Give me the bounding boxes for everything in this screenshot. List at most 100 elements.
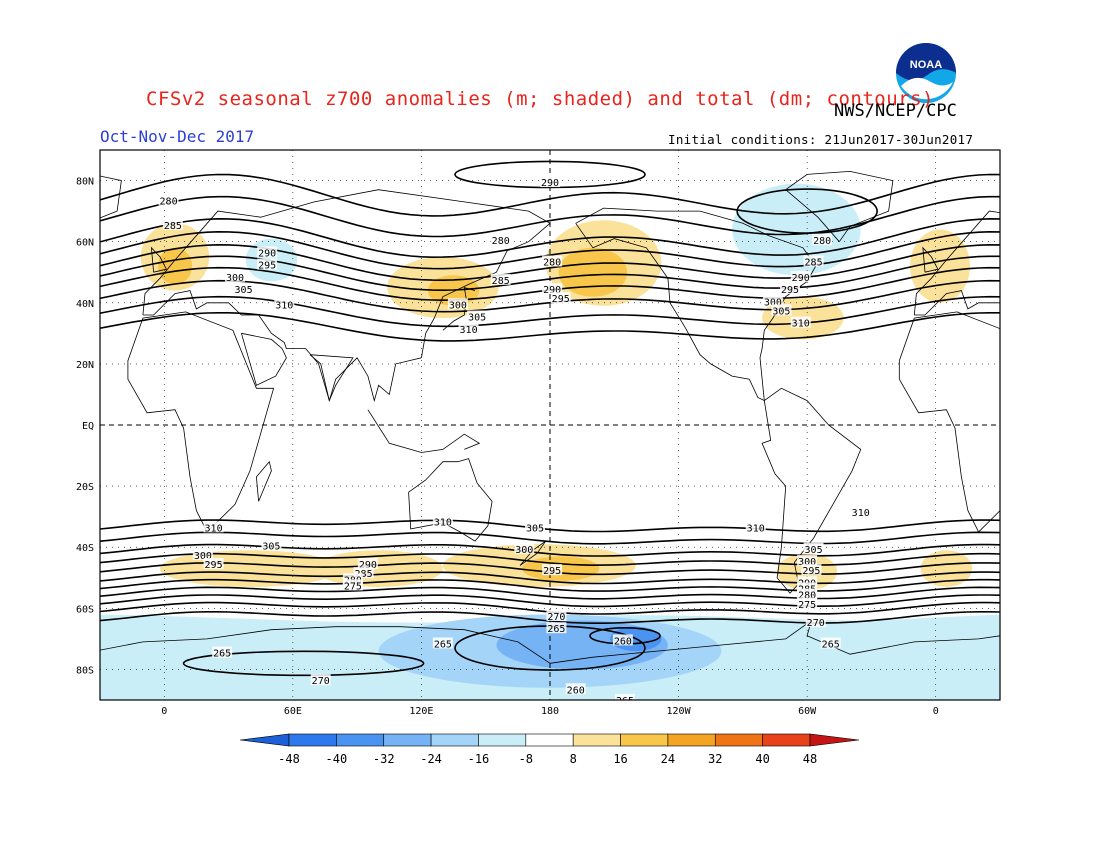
lat-label: 20N: [76, 360, 94, 371]
anomaly-blob: [910, 229, 970, 303]
contour-label-bg: [546, 622, 567, 634]
contour-label-bg: [467, 310, 488, 322]
contour-label: 310: [747, 523, 765, 534]
colorbar-segment: [572, 733, 621, 747]
contour-label: 265: [547, 624, 565, 635]
colorbar-arrow-low: [239, 733, 290, 747]
contour-label: 260: [614, 636, 632, 647]
contour-label-bg: [212, 646, 233, 658]
height-contour: [100, 552, 1000, 567]
contour-label-bg: [790, 316, 811, 328]
contour-label: 290: [359, 560, 377, 571]
contour-label-bg: [801, 564, 822, 576]
contour-label: 290: [792, 273, 810, 284]
colorbar-segment: [288, 733, 337, 747]
contour-label-bg: [225, 270, 245, 282]
contour-label-bg: [447, 298, 468, 310]
colorbar-tick-label: 16: [613, 752, 627, 766]
colorbar-tick-label: 8: [570, 752, 577, 766]
contour-label-bg: [540, 176, 560, 188]
contour-label: 265: [213, 649, 231, 660]
colorbar-tick-label: 32: [708, 752, 722, 766]
contour-label: 290: [258, 248, 276, 259]
height-contour: [100, 230, 1000, 270]
contour-label: 280: [813, 236, 831, 247]
contour-label-bg: [353, 567, 374, 579]
height-contour: [100, 543, 1000, 557]
lat-label: 60S: [76, 604, 94, 615]
contour-label: 265: [822, 639, 840, 650]
contour-label-bg: [257, 246, 278, 258]
coastline: [127, 311, 275, 533]
contour-label-bg: [771, 304, 792, 316]
contour-label: 265: [616, 696, 634, 707]
contour-label: 305: [235, 285, 253, 296]
contour-label-bg: [310, 674, 331, 686]
coastline: [100, 626, 551, 664]
anomaly-blob: [920, 550, 973, 587]
lon-label: 60W: [798, 706, 817, 717]
contour-labels: 2802852902953003053102902802852902952803…: [158, 176, 871, 707]
anomaly-blob: [157, 247, 193, 285]
colorbar-segment: [383, 733, 432, 747]
contour-label-bg: [342, 579, 363, 591]
contour-label-bg: [550, 292, 571, 304]
contour-label-bg: [261, 539, 282, 551]
contour-label-bg: [203, 521, 224, 533]
contour-label: 300: [764, 297, 782, 308]
lat-label: 60N: [76, 238, 94, 249]
contour-label: 285: [355, 569, 373, 580]
colorbar-tick-label: -24: [420, 752, 442, 766]
lat-label: EQ: [82, 421, 94, 432]
contour-label-bg: [514, 542, 535, 554]
contour-label-bg: [803, 255, 824, 267]
axis-labels: 80N 60N 40N 20N EQ 20S 40S 60S 80S 0 60E 120E 180 120…: [76, 177, 939, 717]
map-frame: [99, 149, 1001, 701]
anomaly-blob: [558, 247, 628, 297]
contour-label-bg: [797, 582, 818, 594]
colorbar-segment: [430, 733, 479, 747]
contour-label: 290: [543, 285, 561, 296]
contour-label: 280: [798, 591, 816, 602]
contour-label-bg: [432, 637, 453, 649]
contour-label: 295: [543, 566, 561, 577]
height-contour: [100, 586, 1000, 600]
coastline: [898, 311, 1000, 533]
contour-label: 295: [258, 261, 276, 272]
height-contour: [100, 571, 1000, 585]
contour-label-bg: [192, 548, 213, 560]
contour-label-bg: [542, 255, 563, 267]
coastline: [922, 246, 939, 273]
contour-label-bg: [812, 234, 833, 246]
colorbar-tick-label: 40: [755, 752, 769, 766]
contour-label: 300: [798, 557, 816, 568]
closed-contour: [736, 188, 878, 234]
contour-label-bg: [797, 576, 818, 588]
lon-label: 60E: [284, 706, 302, 717]
colorbar-segment: [762, 733, 811, 747]
contour-label-bg: [850, 506, 871, 518]
contour-label-bg: [615, 694, 635, 700]
lon-label: 180: [541, 706, 559, 717]
contour-label: 275: [798, 600, 816, 611]
colorbar-segment: [336, 733, 385, 747]
colorbar-segment: [620, 733, 669, 747]
contour-label: 305: [526, 523, 544, 534]
agency-label: NWS/NCEP/CPC: [834, 101, 957, 121]
height-contour: [100, 578, 1000, 592]
contour-label-bg: [158, 194, 179, 206]
height-contour: [100, 295, 1000, 328]
coastline: [367, 409, 481, 453]
contour-label-bg: [233, 283, 254, 295]
noaa-logo: NOAA: [895, 42, 957, 104]
contour-label: 300: [449, 300, 467, 311]
coastline: [142, 189, 551, 403]
contour-label-bg: [542, 283, 563, 295]
contour-label: 305: [468, 313, 486, 324]
contour-label: 295: [781, 285, 799, 296]
coastline: [1081, 355, 1100, 401]
lat-label: 20S: [76, 482, 94, 493]
contour-label: 295: [802, 566, 820, 577]
contour-label-bg: [612, 634, 633, 646]
